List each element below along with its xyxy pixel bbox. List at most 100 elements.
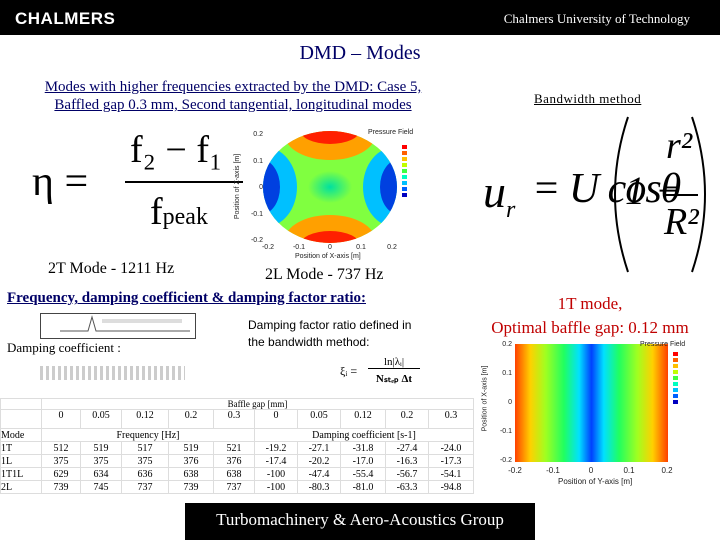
x-tick-label: -0.1 [546,466,560,475]
section-heading: Frequency, damping coefficient & damping… [7,290,366,306]
blurred-formula [40,366,185,380]
table-container: Baffle gap [mm] 0 0.05 0.12 0.2 0.3 0 0.05 0.12 0… [0,398,474,494]
mini-chart [40,313,196,339]
table-cell: 0.2 [385,409,429,429]
table-cell: -19.2 [254,441,298,455]
table-row: 1L 375 375 375 376 376 -17.4 -20.2 -17.0 -16.3 -17… [0,454,474,468]
table-cell: 739 [41,480,81,494]
table-cell: -54.1 [428,467,474,481]
table-cell: -27.4 [385,441,429,455]
x-tick-label: 0.1 [356,244,366,251]
y-tick-label: -0.1 [499,428,512,435]
table-cell [0,398,42,410]
table-cell: 636 [121,467,169,481]
table-cell: 0.2 [168,409,214,429]
table-row: Mode Frequency [Hz] Damping coefficient [s… [0,428,474,442]
caption: 2T Mode - 1211 Hz [48,260,175,277]
table-cell: 0.05 [80,409,122,429]
table-cell: -27.1 [297,441,341,455]
formula-denominator-f: f [150,191,163,233]
note: Damping factor ratio defined in [248,318,412,332]
y-tick-label: 0 [508,399,512,406]
slide-title: DMD – Modes [299,42,421,64]
velocity-eq: = U cosθ [532,166,681,212]
table-cell: 638 [213,467,255,481]
table-cell: -17.4 [254,454,298,468]
table-cell: -24.0 [428,441,474,455]
contour-image [263,131,397,243]
table-cell: 737 [213,480,255,494]
table-cell: 376 [213,454,255,468]
table-cell: 512 [41,441,81,455]
table-cell: -31.8 [340,441,386,455]
y-tick-label: 0 [259,184,263,191]
legend-swatches [673,352,678,404]
x-tick-label: 0.2 [661,466,673,475]
table-cell: 1T [0,441,42,455]
table-cell: 375 [121,454,169,468]
table-cell: 638 [168,467,214,481]
table-cell: 0.3 [213,409,255,429]
velocity-sub: r [506,197,516,224]
table-cell: 375 [80,454,122,468]
y-tick-label: 0.1 [502,370,512,377]
table-cell: 0 [254,409,298,429]
y-tick-label: -0.1 [250,210,263,218]
y-axis-label: Position of Z-axis [m] [234,153,242,220]
table-cell: -63.3 [385,480,429,494]
table-cell: Damping coefficient [s-1] [254,428,474,442]
table-cell: Baffle gap [mm] [41,398,474,410]
table-cell: 0.12 [340,409,386,429]
table-row: 2L 739 745 737 739 737 -100 -80.3 -81.0 -63.3 -94.… [0,480,474,494]
x-tick-label: -0.2 [261,244,275,251]
y-tick-label: -0.2 [250,237,263,244]
x-tick-label: 0.2 [387,244,397,251]
ratio-formula-lhs: ξᵢ = [340,364,358,378]
formula-lhs: η = [32,159,89,205]
bandwidth-label: Bandwidth method [534,91,642,106]
table-cell: 519 [168,441,214,455]
table-cell: -47.4 [297,467,341,481]
x-tick-label: 0 [328,244,332,251]
formula-numerator: f₂ − f₁ [130,129,223,171]
table-cell: 375 [41,454,81,468]
table-cell: -20.2 [297,454,341,468]
x-tick-label: 0 [588,466,594,475]
table-row: 0 0.05 0.12 0.2 0.3 0 0.05 0.12 0.2 0.3 [0,409,474,429]
velocity-num: r² [666,125,693,167]
table-cell: 0.12 [121,409,169,429]
damping-coef-label: Damping coefficient : [7,340,121,355]
table-cell: 376 [168,454,214,468]
table-cell: -80.3 [297,480,341,494]
velocity-u: u [483,166,506,217]
legend-swatches [402,145,407,197]
x-axis-label: Position of Y-axis [m] [558,477,633,486]
data-table: Baffle gap [mm] 0 0.05 0.12 0.2 0.3 0 0.05 0.12 0… [0,398,474,494]
velocity-lhs: ur [483,165,515,224]
table-cell [0,409,42,429]
x-tick-label: -0.1 [292,244,306,251]
table-cell: -56.7 [385,467,429,481]
table-cell: -94.8 [428,480,474,494]
table-cell: 519 [80,441,122,455]
bottom-mode-plot [515,344,678,462]
footer-bar [185,503,535,540]
x-tick-label: 0.1 [623,466,635,475]
table-cell: 629 [41,467,81,481]
y-axis-label: Position of X-axis [m] [481,365,489,432]
ratio-formula-num: ln|λᵢ| [368,356,420,369]
table-cell: 2L [0,480,42,494]
table-cell: -100 [254,480,298,494]
table-cell: 0 [41,409,81,429]
table-row: 1T 512 519 517 519 521 -19.2 -27.1 -31.8 -27.4 -24… [0,441,474,455]
y-tick-label: -0.2 [499,457,512,464]
table-row: 1T1L 629 634 636 638 638 -100 -47.4 -55.4 -56.7 -5… [0,467,474,481]
table-cell: -55.4 [340,467,386,481]
velocity-den: R² [664,201,699,243]
table-cell: -16.3 [385,454,429,468]
y-tick-label: 0.2 [502,341,512,348]
table-cell: 1T1L [0,467,42,481]
ratio-formula-den: Nₛₜₑₚ Δt [375,373,413,385]
paren [614,116,706,273]
